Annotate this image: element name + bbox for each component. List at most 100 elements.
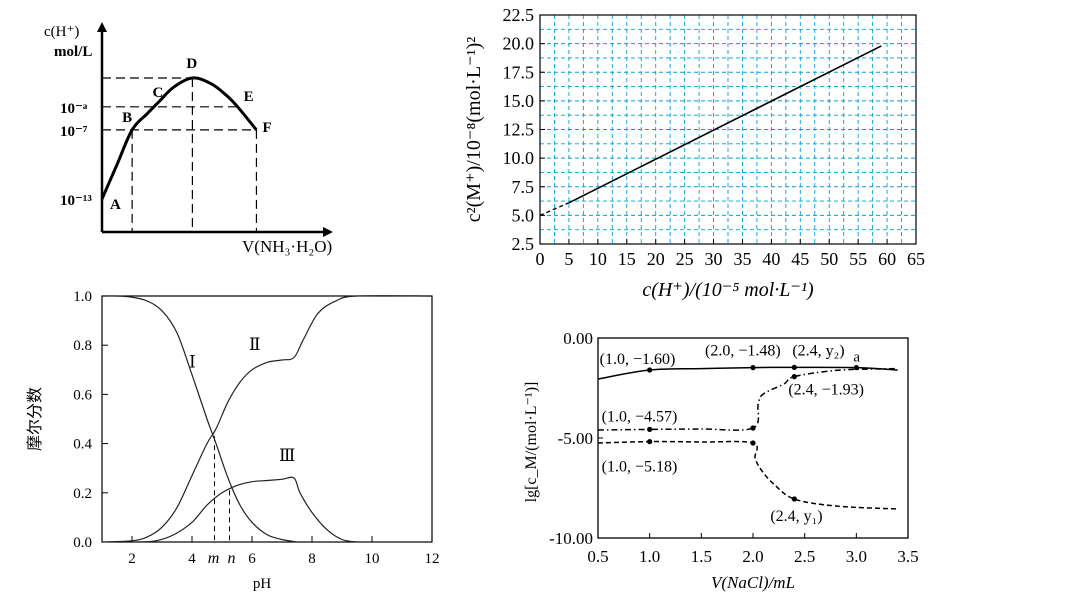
fit-line-extrapolation [539,202,570,217]
chart-2-svg: 0 5 10 15 20 25 30 35 40 45 50 55 60 65 2.5 5.0 7.5 10.0 1… [463,5,925,301]
x-tick-label: 2.5 [794,547,815,566]
chart-1-svg: c(H⁺) mol/L V(NH₃·H₂O) 10⁻ᵃ 10⁻⁷ 10⁻¹³ A B C D EF [44,22,333,256]
data-point-marker [791,374,797,380]
x-tick-label: 55 [849,249,867,269]
y-tick-label: 10⁻ᵃ [60,101,88,117]
y-tick-label: 20.0 [503,34,535,54]
x-tick-label: 6 [248,551,256,567]
x-axis-label: c(H⁺)/(10⁻⁵ mol·L⁻¹) [642,279,814,300]
series-1-label: Ⅰ [189,352,196,371]
data-point-label: (2.0, −1.48) [705,343,781,360]
y-tick-label: 22.5 [503,5,535,25]
x-tick-label: 65 [907,249,925,269]
point-label-f: F [262,120,271,136]
data-point-marker [647,426,653,432]
chart-panel-4: 0.5 1.0 1.5 2.0 2.5 3.0 3.5 0.00 -5.00 -10.00 (1.0… [500,300,920,608]
data-point-marker [791,496,797,502]
fit-line [568,45,882,204]
x-tick-label: 50 [820,249,838,269]
x-axis-arrow [323,227,333,237]
x-tick-label: 8 [308,551,316,567]
x-tick-label: 1.5 [691,547,712,566]
y-axis-label-line2: mol/L [54,44,92,60]
x-tick-label: 45 [791,249,809,269]
point-label-a: A [110,197,121,213]
y-tick-label: 10.0 [503,148,535,168]
curve-ch [100,76,258,200]
x-tick-label: 20 [647,249,665,269]
data-point-label: (1.0, −5.18) [602,459,678,476]
x-axis-label: V(NaCl)/mL [711,573,795,592]
series-2-curve [101,295,433,543]
x-axis-label: V(NH₃·H₂O) [242,237,332,256]
x-tick-label: 0 [536,249,545,269]
chart-panel-2: 0 5 10 15 20 25 30 35 40 45 50 55 60 65 2.5 5.0 7.5 10.0 1… [440,0,960,301]
x-tick-label: 12 [425,551,440,567]
data-point-marker [750,425,756,431]
x-tick-label: 15 [618,249,636,269]
series-3-label: Ⅲ [279,446,295,465]
series-dash-curve [597,440,898,510]
data-point-marker [647,367,653,373]
point-label-d: D [186,56,197,72]
x-tick-label: 3.5 [897,547,918,566]
y-tick-label: 15.0 [503,91,535,111]
point-label-c: C [153,85,164,101]
chart-4-svg: 0.5 1.0 1.5 2.0 2.5 3.0 3.5 0.00 -5.00 -10.00 (1.0… [523,329,919,592]
x-tick-label: 4 [188,551,196,567]
series-1-curve [101,295,298,543]
x-tick-label: 35 [733,249,751,269]
y-tick-label: 0.0 [73,535,92,551]
series-3-curve [137,476,358,543]
y-axis-label: 摩尔分数 [26,387,44,451]
x-tick-label: 60 [878,249,896,269]
y-tick-label: 10⁻⁷ [60,124,88,140]
y-axis-label: c²(M⁺)/10⁻⁸(mol·L⁻¹)² [463,37,485,222]
x-tick-label: 25 [676,249,694,269]
data-point-label: (2.4, y₁) [770,508,822,525]
y-axis-arrow [97,22,107,32]
y-tick-label: 10⁻¹³ [60,193,92,209]
y-tick-label: -10.00 [549,529,593,548]
y-axis-label-line1: c(H⁺) [44,24,79,40]
y-tick-label: 12.5 [503,120,535,140]
series-2-label: Ⅱ [249,335,261,354]
x-tick-label: 1.0 [639,547,660,566]
y-axis-label: lg[c_M/(mol·L⁻¹)] [523,382,540,503]
series-dashdot-curve [597,367,898,431]
chart-panel-1: c(H⁺) mol/L V(NH₃·H₂O) 10⁻ᵃ 10⁻⁷ 10⁻¹³ A B C D E F [0,0,380,270]
data-point-label: (1.0, −1.60) [600,351,676,368]
plot-frame [101,295,433,543]
data-point-marker [750,365,756,371]
data-point-marker [853,365,859,371]
x-tick-label: 5 [564,249,573,269]
data-point-label: (1.0, −4.57) [602,408,678,425]
x-tick-label: 10 [589,249,607,269]
point-a-label: a [853,349,860,365]
data-point-label: (2.4, −1.93) [788,382,864,399]
x-tick-label: 30 [705,249,723,269]
point-label-b: B [122,110,132,126]
y-tick-label: 0.6 [73,387,92,403]
data-point-label: (2.4, y₂) [792,342,844,359]
y-tick-label: 2.5 [512,234,535,254]
x-tick-label: 40 [762,249,780,269]
point-label-e: E [244,89,254,105]
x-tick-label: 2.0 [742,547,763,566]
y-tick-label: 7.5 [512,177,535,197]
data-point-marker [750,440,756,446]
y-tick-label: 5.0 [512,205,535,225]
y-tick-label: 1.0 [73,289,92,305]
mark-n-label: n [228,550,236,567]
y-tick-label: 0.8 [73,338,92,354]
y-tick-label: -5.00 [558,429,593,448]
x-axis-label: pH [253,576,272,592]
x-tick-label: 10 [365,551,380,567]
y-tick-label: 0.2 [73,486,92,502]
x-tick-label: 3.0 [846,547,867,566]
y-tick-label: 17.5 [503,62,535,82]
data-point-marker [647,439,653,445]
mark-m-label: m [208,550,220,567]
